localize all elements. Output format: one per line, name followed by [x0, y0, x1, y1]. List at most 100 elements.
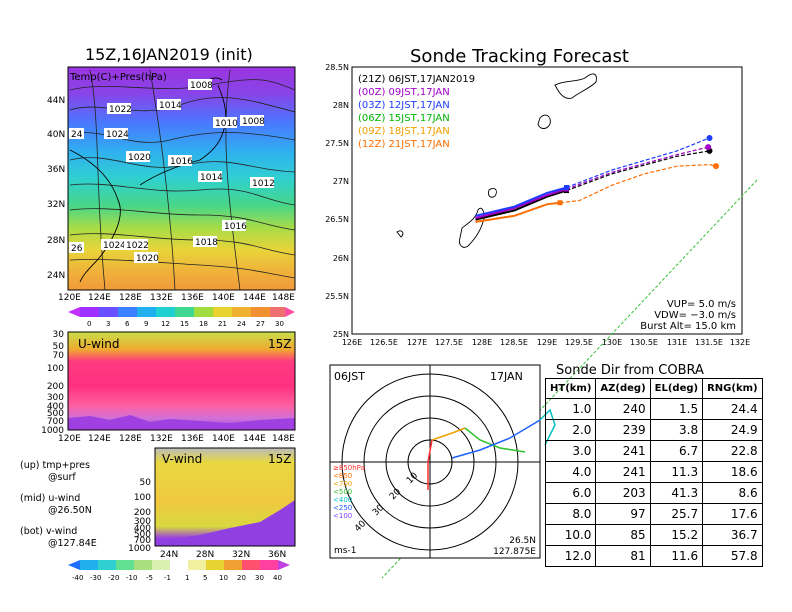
table-cell: 6.0	[544, 482, 597, 504]
v-wind-title: V-wind	[162, 452, 202, 466]
u-xtick: 128E	[119, 434, 142, 444]
colorbar-label: 18	[199, 320, 208, 328]
polar-unit: ms-1	[334, 546, 356, 556]
track-ytick: 27.5N	[325, 139, 349, 148]
track-marker	[564, 185, 569, 191]
track-xtick: 129.5E	[565, 338, 593, 347]
colorbar-cell	[242, 560, 260, 570]
table-header: HT(km)	[544, 378, 597, 399]
svg-text:1020: 1020	[136, 254, 159, 264]
table-cell: 85	[595, 524, 651, 546]
table-cell: 241	[595, 461, 651, 483]
pressure-legend-item: <400	[333, 496, 352, 504]
pressure-label: 1020	[126, 151, 151, 163]
map-xtick: 120E	[58, 293, 81, 303]
v-wind-time: 15Z	[268, 452, 292, 466]
colorbar-cell	[232, 307, 251, 317]
note-line: @surf	[48, 472, 76, 483]
colorbar-label: 10	[219, 574, 228, 582]
pressure-label: 1008	[240, 115, 265, 127]
pressure-label: 1024	[104, 128, 129, 140]
table-cell: 4.0	[544, 461, 597, 483]
table-title: Sonde Dir from COBRA	[556, 363, 704, 378]
u-xtick: 124E	[88, 434, 111, 444]
colorbar-cell	[213, 307, 232, 317]
track-xtick: 126E	[342, 338, 362, 347]
colorbar-label: 20	[237, 574, 246, 582]
track-panel: Sonde Tracking Forecast (21Z) 06JST,17JA…	[325, 46, 758, 579]
pressure-legend-item: <500	[333, 488, 352, 496]
map-y-ticks: 44N 40N 36N 32N 28N 24N	[47, 96, 65, 281]
colorbar-label: -30	[90, 574, 101, 582]
svg-text:1022: 1022	[126, 241, 149, 251]
v-ytick: 300	[134, 517, 151, 527]
colorbar-cell	[134, 560, 152, 570]
track-title: Sonde Tracking Forecast	[410, 46, 629, 67]
svg-text:1008: 1008	[190, 81, 213, 91]
legend-entry: (06Z) 15JST,17JAN	[358, 113, 450, 124]
isobars	[69, 69, 296, 291]
table-cell: 8.6	[702, 482, 763, 504]
polar-panel: 06JST 17JAN ≥850hPa <850 <700 <500 <400 …	[329, 364, 556, 559]
table-header: RNG(km)	[702, 378, 763, 399]
track-x-ticks: 126E 126.5E 127E 127.5E 128E 128.5E 129E…	[342, 338, 750, 347]
u-wind-panel: U-wind 15Z 30 50 70 100 200 300 400 500 …	[41, 330, 296, 444]
track-xtick: 130E	[602, 338, 622, 347]
track-xtick: 127.5E	[435, 338, 463, 347]
colorbar-cell	[278, 560, 290, 570]
track-xtick: 129E	[537, 338, 557, 347]
map-ytick: 28N	[47, 236, 65, 246]
table-cell: 10.0	[544, 524, 597, 546]
note-line: (up) tmp+pres	[20, 460, 90, 471]
colorbar-cell	[152, 560, 170, 570]
track-lines	[475, 134, 719, 223]
v-ytick: 100	[134, 493, 151, 503]
colorbar-label: -10	[126, 574, 137, 582]
pressure-label: 1018	[193, 236, 218, 248]
table-cell: 57.8	[702, 545, 763, 567]
table-cell: 3.0	[544, 440, 597, 462]
island-shape	[537, 114, 551, 129]
map-ytick: 44N	[47, 96, 65, 106]
track-legend: (21Z) 06JST,17JAN2019 (00Z) 09JST,17JAN …	[358, 74, 475, 150]
table-cell: 25.7	[649, 503, 704, 525]
svg-text:26: 26	[71, 244, 83, 254]
svg-text:1018: 1018	[195, 238, 218, 248]
u-xtick: 140E	[212, 434, 235, 444]
table-row: 1.0 240 1.5 24.4	[544, 398, 763, 420]
track-line-forecast	[566, 137, 710, 189]
sonde-direction-table: HT(km) AZ(deg) EL(deg) RNG(km) 1.0 240 1.5…	[544, 378, 763, 567]
wind-colorbar: -40 -30 -20 -10 -5 -1 1 5 10 20 30 40	[68, 560, 290, 582]
table-cell: 18.6	[702, 461, 763, 483]
colorbar-cell	[251, 307, 270, 317]
colorbar-label: -20	[108, 574, 119, 582]
track-endpoint	[713, 163, 719, 170]
map-xtick: 140E	[212, 293, 235, 303]
polar-left-label: 06JST	[334, 370, 365, 383]
colorbar-label: 12	[161, 320, 170, 328]
pressure-label: 1008	[188, 79, 213, 91]
u-wind-frame	[67, 331, 296, 431]
map-title: 15Z,16JAN2019 (init)	[85, 45, 253, 64]
polar-lat: 26.5N	[509, 536, 536, 546]
colorbar-cell	[137, 307, 156, 317]
pressure-label: 1016	[222, 220, 247, 232]
annotation: VDW= −3.0 m/s	[654, 310, 736, 321]
table-row: 4.0 241 11.3 18.6	[544, 461, 763, 483]
note-line: (mid) u-wind	[20, 493, 80, 504]
svg-text:1014: 1014	[159, 101, 182, 111]
colorbar-label: 3	[106, 320, 110, 328]
table-cell: 239	[595, 419, 651, 441]
pressure-label: 1022	[124, 239, 149, 251]
track-ytick: 26.5N	[325, 215, 349, 224]
svg-text:1010: 1010	[215, 119, 238, 129]
v-ytick: 200	[134, 508, 151, 518]
track-xtick: 128E	[472, 338, 492, 347]
u-ytick: 400	[47, 402, 64, 412]
svg-text:1012: 1012	[252, 179, 275, 189]
colorbar-cell	[99, 307, 118, 317]
track-ytick: 28N	[333, 101, 349, 110]
colorbar-cell	[175, 307, 194, 317]
colorbar-cell	[80, 560, 98, 570]
table-cell: 12.0	[544, 545, 597, 567]
